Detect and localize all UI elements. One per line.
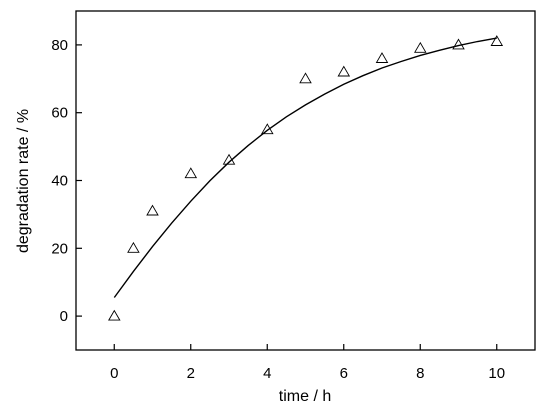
data-point <box>375 52 389 63</box>
y-axis-label: degradation rate / % <box>15 109 32 253</box>
data-point <box>222 153 236 165</box>
data-point <box>261 123 274 135</box>
x-axis-label: time / h <box>279 388 331 405</box>
data-point <box>337 65 351 77</box>
plot-frame <box>75 10 536 351</box>
data-point <box>490 35 504 46</box>
data-point <box>146 204 159 216</box>
data-point <box>108 309 121 321</box>
x-tick-label: 6 <box>340 365 348 382</box>
x-tick-label: 10 <box>488 365 505 382</box>
x-tick-label: 2 <box>187 365 195 382</box>
x-tick-label: 0 <box>110 365 118 382</box>
y-tick-label: 80 <box>51 37 68 54</box>
fit-curve <box>113 37 497 298</box>
data-point <box>414 41 427 53</box>
y-tick-label: 0 <box>60 308 68 325</box>
x-axis-ticks: 0 2 4 6 8 10 <box>110 344 505 382</box>
x-tick-label: 4 <box>263 365 271 382</box>
data-points <box>108 35 504 321</box>
y-tick-label: 20 <box>51 240 68 257</box>
y-tick-label: 40 <box>51 173 68 190</box>
data-point <box>452 38 465 50</box>
y-tick-label: 60 <box>51 105 68 122</box>
data-point <box>299 72 312 84</box>
y-axis-ticks: 0 20 40 60 80 <box>51 37 82 325</box>
data-point <box>127 241 140 253</box>
x-tick-label: 8 <box>416 365 424 382</box>
data-point <box>184 167 198 179</box>
